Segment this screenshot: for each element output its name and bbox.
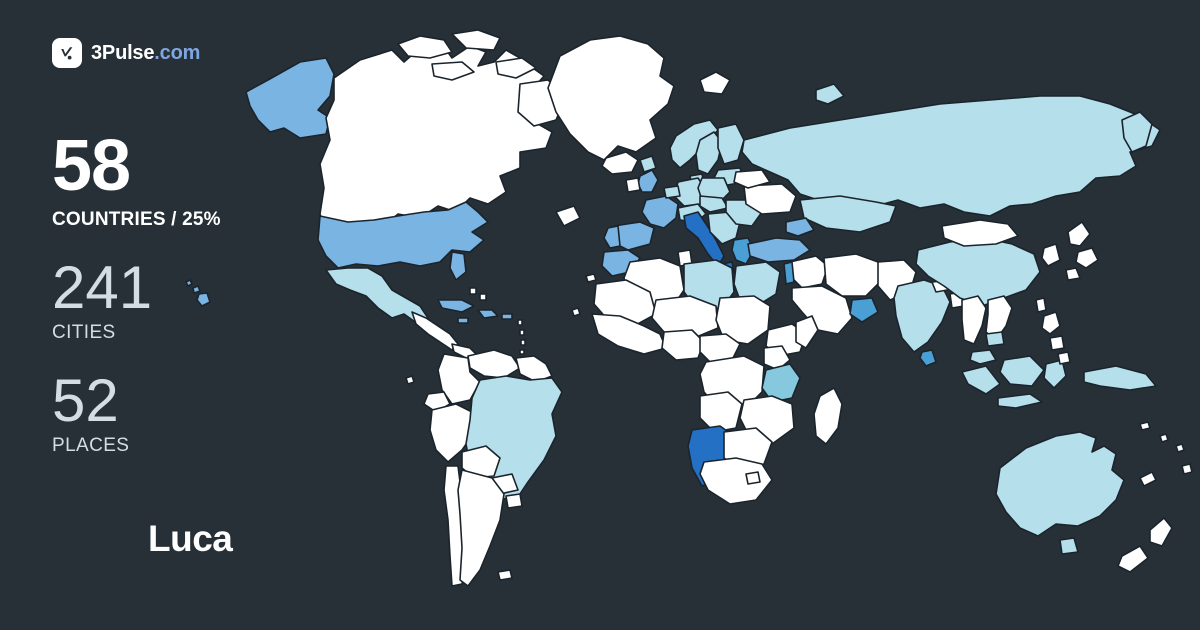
- country-taiwan: [1035, 297, 1047, 313]
- country-mongolia: [941, 219, 1019, 247]
- brand-name-text: 3Pulse: [91, 42, 155, 64]
- country-saudi-arabia: [791, 285, 853, 335]
- map-countries: [185, 29, 1193, 587]
- country-greenland: [547, 35, 675, 161]
- country-bahamas: [469, 287, 487, 301]
- country-canada-arctic-4: [495, 57, 537, 79]
- country-ireland: [625, 177, 641, 193]
- country-united-states-florida: [449, 251, 467, 281]
- country-uruguay: [505, 493, 523, 509]
- country-sri-lanka: [919, 349, 937, 367]
- brand-name: 3Pulse.com: [91, 43, 200, 63]
- country-sudan: [715, 295, 771, 345]
- country-tasmania: [1059, 537, 1079, 555]
- country-myanmar-thailand: [961, 295, 987, 345]
- country-philippines: [1041, 311, 1071, 365]
- country-korea: [1041, 243, 1061, 267]
- country-ukraine: [743, 183, 797, 215]
- country-portugal: [603, 225, 621, 249]
- country-lesser-antilles: [517, 319, 526, 355]
- country-pacific-islands: [1139, 421, 1185, 453]
- country-malaysia: [969, 349, 997, 365]
- country-venezuela: [467, 349, 521, 379]
- country-java: [997, 393, 1043, 409]
- country-hispaniola: [477, 309, 499, 319]
- country-peru: [429, 403, 477, 463]
- country-angola: [699, 391, 743, 433]
- country-kamchatka: [1121, 111, 1153, 153]
- country-canada-arctic-2: [451, 29, 501, 51]
- country-cuba: [437, 299, 475, 313]
- country-iceland: [601, 151, 639, 175]
- country-kazakhstan: [799, 195, 897, 233]
- country-belarus: [733, 169, 771, 189]
- country-uae-oman: [849, 297, 879, 323]
- country-canada-newfoundland: [555, 205, 581, 227]
- country-borneo: [999, 355, 1045, 387]
- country-lesotho: [745, 471, 761, 485]
- country-finland: [717, 123, 745, 165]
- country-cambodia: [985, 331, 1005, 347]
- country-nigeria: [661, 329, 705, 361]
- brand-suffix: .com: [154, 42, 201, 64]
- country-scotland: [639, 155, 657, 173]
- country-jamaica: [457, 317, 469, 324]
- country-new-caledonia: [1139, 471, 1157, 487]
- country-argentina: [457, 469, 505, 587]
- country-niger-chad: [651, 295, 719, 339]
- country-sumatra: [961, 365, 1001, 395]
- brand-logo[interactable]: 3Pulse.com: [52, 38, 200, 68]
- country-iran: [823, 253, 883, 297]
- country-canada-arctic-3: [431, 61, 475, 81]
- country-hawaii: [185, 279, 211, 307]
- checkmark-badge-icon: [52, 38, 82, 68]
- country-fiji: [1181, 463, 1193, 475]
- country-madagascar: [813, 387, 843, 445]
- country-united-states: [317, 201, 489, 269]
- country-svalbard: [699, 71, 731, 95]
- country-czech-slovakia: [699, 195, 729, 213]
- country-bolivia: [461, 445, 501, 479]
- country-canada-arctic-1: [397, 35, 453, 59]
- country-novaya-zemlya: [815, 83, 845, 105]
- country-canary-islands: [585, 273, 597, 283]
- country-new-guinea: [1083, 365, 1157, 391]
- country-japan: [1065, 221, 1099, 281]
- country-galapagos: [405, 375, 415, 385]
- country-caucasus: [785, 217, 815, 237]
- country-somalia: [795, 315, 819, 349]
- country-sweden: [695, 131, 723, 175]
- country-south-africa: [699, 457, 773, 505]
- country-turkey: [747, 237, 811, 263]
- country-egypt: [733, 261, 781, 305]
- country-guyana-region: [515, 355, 553, 383]
- country-puerto-rico: [501, 313, 513, 320]
- country-israel-lebanon: [783, 261, 795, 285]
- country-falklands: [497, 569, 513, 581]
- country-tanzania: [761, 363, 801, 403]
- country-australia: [995, 431, 1125, 537]
- country-cape-verde: [571, 307, 581, 317]
- country-benelux: [663, 185, 681, 199]
- country-colombia: [437, 353, 481, 405]
- country-new-zealand: [1117, 517, 1173, 573]
